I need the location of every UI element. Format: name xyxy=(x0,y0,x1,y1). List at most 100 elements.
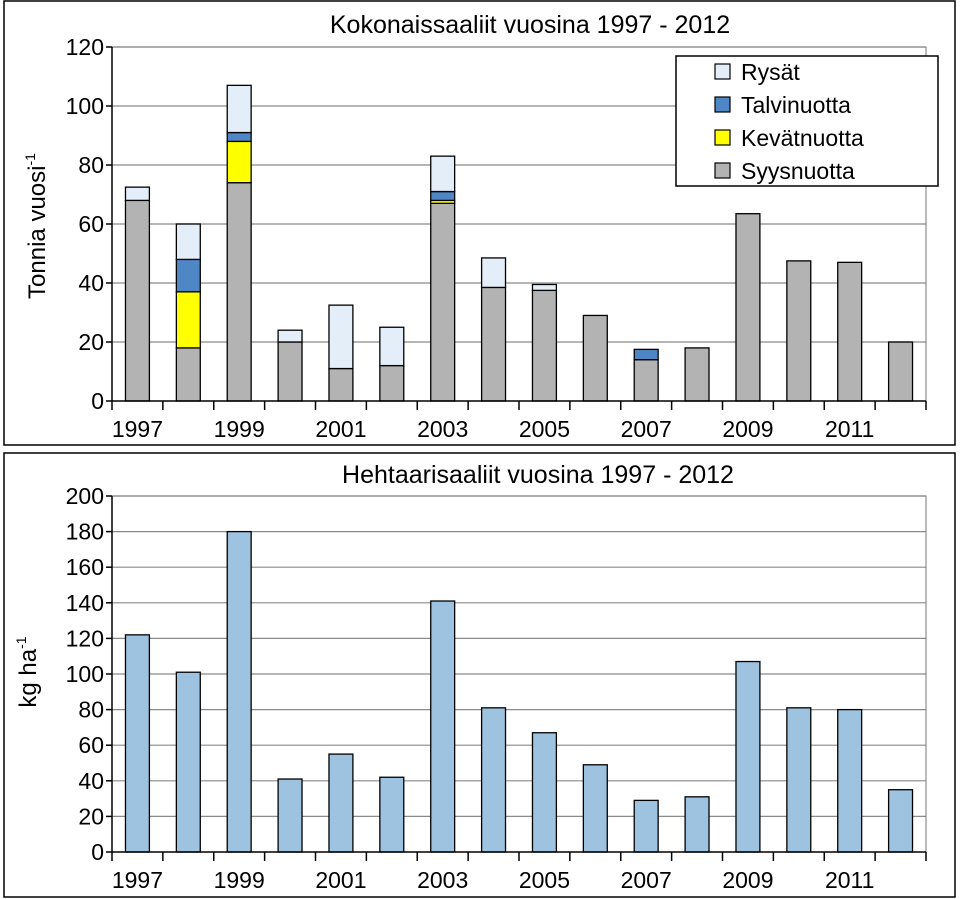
bottom-x-tick-label: 2007 xyxy=(621,867,672,893)
bottom-y-axis-label: kg ha-1 xyxy=(13,636,42,707)
bottom-y-tick-label: 20 xyxy=(78,803,104,829)
bottom-bar xyxy=(582,764,608,853)
legend-label-Rysät: Rysät xyxy=(741,59,800,85)
bottom-chart-title: Hehtaarisaaliit vuosina 1997 - 2012 xyxy=(342,461,734,489)
top-bar-Talvinuotta xyxy=(226,131,252,143)
bottom-bar xyxy=(379,776,405,853)
top-bar-Syysnuotta xyxy=(430,202,456,402)
top-bar-Syysnuotta xyxy=(531,289,558,402)
bottom-y-tick-label: 180 xyxy=(66,519,104,545)
top-bar-Kevätnuotta xyxy=(175,291,201,349)
top-bar-Rysät xyxy=(480,257,507,289)
legend-swatch-Rysät xyxy=(714,63,731,80)
top-bar-Talvinuotta xyxy=(633,348,659,361)
top-y-axis-label-main: Tonnia vuosi xyxy=(24,166,51,299)
top-chart-title: Kokonaissaaliit vuosina 1997 - 2012 xyxy=(330,11,730,39)
bottom-x-tick-label: 2005 xyxy=(519,867,570,893)
bottom-bar xyxy=(837,708,863,853)
top-y-tick-label: 100 xyxy=(66,93,104,119)
bottom-x-tick-label: 2009 xyxy=(722,867,773,893)
bottom-y-tick-label: 160 xyxy=(66,554,104,580)
bottom-bar xyxy=(124,634,151,853)
top-bar-Kevätnuotta xyxy=(226,140,252,184)
top-bar-Syysnuotta xyxy=(480,286,507,402)
bottom-y-tick-label: 0 xyxy=(91,839,104,865)
bottom-bar xyxy=(735,660,761,853)
bottom-bar xyxy=(430,600,456,853)
top-y-tick-label: 40 xyxy=(78,270,104,296)
top-x-tick-label: 2005 xyxy=(519,416,570,442)
top-x-tick-label: 2007 xyxy=(621,416,672,442)
top-bar-Syysnuotta xyxy=(379,364,405,402)
top-bar-Rysät xyxy=(379,326,405,367)
bottom-x-tick-label: 2011 xyxy=(825,867,874,893)
svg-text:Tonnia vuosi-1: Tonnia vuosi-1 xyxy=(22,153,51,299)
legend-label-Talvinuotta: Talvinuotta xyxy=(741,92,851,118)
top-bar-Syysnuotta xyxy=(582,314,608,402)
bottom-bar xyxy=(887,789,914,853)
top-bar-Syysnuotta xyxy=(277,341,303,402)
top-bar-Talvinuotta xyxy=(430,190,456,202)
top-y-tick-label: 60 xyxy=(78,211,104,237)
top-bar-Syysnuotta xyxy=(328,367,354,402)
bottom-bar xyxy=(175,671,201,853)
top-bar-Syysnuotta xyxy=(633,359,659,402)
top-x-tick-label: 2009 xyxy=(722,416,773,442)
legend-label-Kevätnuotta: Kevätnuotta xyxy=(741,125,864,151)
legend-label-Syysnuotta: Syysnuotta xyxy=(741,158,855,184)
bottom-x-tick-label: 2003 xyxy=(417,867,468,893)
top-y-tick-label: 80 xyxy=(78,152,104,178)
top-bar-Rysät xyxy=(531,283,558,292)
bottom-y-tick-label: 200 xyxy=(66,483,104,509)
top-bar-Rysät xyxy=(328,304,354,370)
top-bar-Syysnuotta xyxy=(175,347,201,402)
bottom-y-tick-label: 120 xyxy=(66,625,104,651)
bottom-bar xyxy=(480,707,507,853)
top-y-tick-label: 120 xyxy=(66,34,104,60)
legend: Rysät Talvinuotta Kevätnuotta Syysnuotta xyxy=(675,55,939,187)
top-bar-Syysnuotta xyxy=(735,213,761,402)
top-bar-Rysät xyxy=(124,186,151,202)
top-bar-Syysnuotta xyxy=(226,182,252,402)
top-y-axis-label-sup: -1 xyxy=(22,153,38,166)
bottom-bar xyxy=(226,530,252,853)
bottom-x-tick-label: 1999 xyxy=(214,867,265,893)
bottom-bar xyxy=(531,732,558,853)
bottom-bar xyxy=(633,799,659,853)
top-bar-Rysät xyxy=(430,155,456,193)
top-y-tick-label: 0 xyxy=(91,388,104,414)
legend-swatch-Syysnuotta xyxy=(714,162,731,179)
top-bar-Syysnuotta xyxy=(887,341,914,402)
bottom-bar xyxy=(277,778,303,853)
top-x-tick-label: 2001 xyxy=(315,416,366,442)
bottom-y-tick-label: 60 xyxy=(78,732,104,758)
top-bar-Rysät xyxy=(175,223,201,261)
top-bar-Syysnuotta xyxy=(837,261,863,402)
bottom-y-tick-label: 40 xyxy=(78,768,104,794)
top-x-tick-label: 2011 xyxy=(825,416,874,442)
bottom-x-tick-label: 2001 xyxy=(315,867,366,893)
bottom-y-axis-label-sup: -1 xyxy=(13,636,29,649)
svg-text:kg ha-1: kg ha-1 xyxy=(13,636,42,707)
top-bar-Syysnuotta xyxy=(684,347,710,402)
bottom-plot-area: 0 20 40 60 80 100 120 140 160 180 200 1997 1999 2001 2… xyxy=(66,483,927,893)
top-y-axis-label: Tonnia vuosi-1 xyxy=(22,153,51,299)
top-x-tick-label: 1997 xyxy=(112,416,163,442)
top-x-tick-label: 2003 xyxy=(417,416,468,442)
top-bar-Rysät xyxy=(226,84,252,134)
bottom-y-axis-label-main: kg ha xyxy=(15,648,42,707)
top-bar-Syysnuotta xyxy=(124,199,151,402)
bottom-y-tick-label: 140 xyxy=(66,590,104,616)
bottom-bar xyxy=(684,796,710,853)
top-bar-Syysnuotta xyxy=(786,260,812,402)
top-bar-Rysät xyxy=(277,329,303,343)
top-x-tick-label: 1999 xyxy=(214,416,265,442)
bottom-y-tick-label: 100 xyxy=(66,661,104,687)
top-bar-Talvinuotta xyxy=(175,258,201,293)
legend-swatch-Talvinuotta xyxy=(714,96,731,113)
bottom-x-tick-label: 1997 xyxy=(112,867,163,893)
bottom-bar xyxy=(786,707,812,853)
top-y-tick-label: 20 xyxy=(78,329,104,355)
bottom-y-tick-label: 80 xyxy=(78,697,104,723)
